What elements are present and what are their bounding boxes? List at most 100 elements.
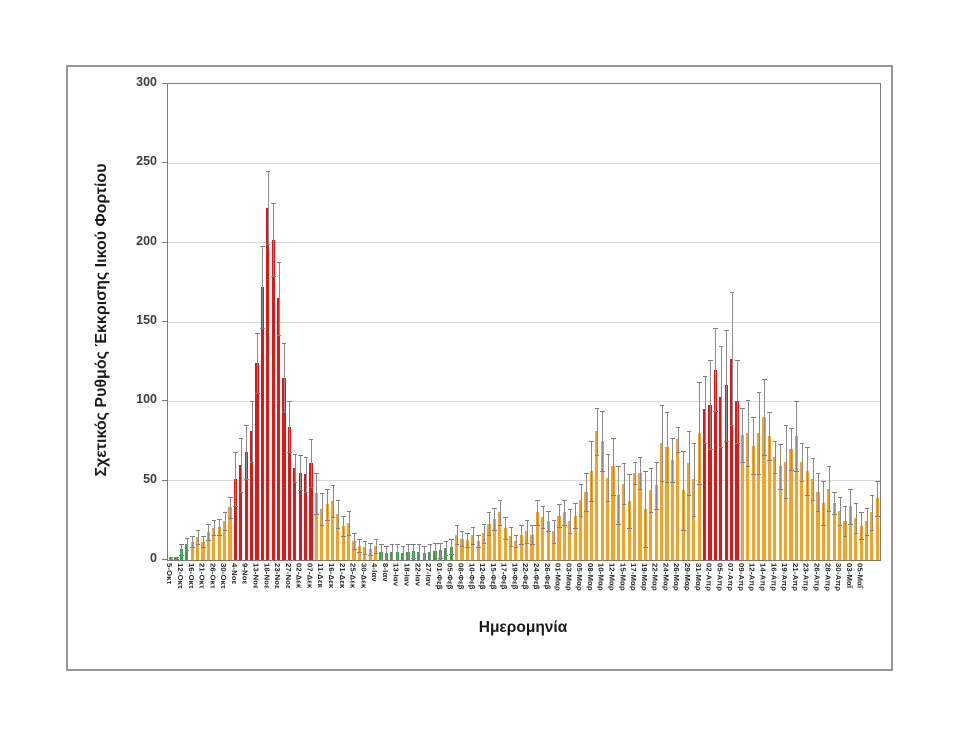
error-bar-cap <box>238 437 244 439</box>
bar <box>514 540 518 560</box>
error-bar-cap <box>470 526 476 528</box>
bar <box>562 512 567 560</box>
bar <box>579 499 583 560</box>
error-bar-cap <box>341 515 346 517</box>
error-bar-cap <box>303 456 309 458</box>
error-bar-cap <box>729 425 735 427</box>
y-tick-mark <box>162 241 167 243</box>
error-bar-cap <box>821 525 826 527</box>
bar <box>519 534 523 560</box>
error-bar-cap <box>530 525 535 527</box>
bar <box>589 471 593 560</box>
bar <box>789 448 793 560</box>
error-bar-cap <box>810 499 816 501</box>
error-bar-cap <box>848 488 853 490</box>
error-bar-cap <box>233 506 238 508</box>
error-bar <box>267 171 269 245</box>
bar <box>185 543 189 560</box>
error-bar-cap <box>190 547 195 549</box>
bar <box>773 456 777 560</box>
error-bar-cap <box>389 544 395 546</box>
bar <box>201 541 205 560</box>
error-bar-cap <box>373 539 379 541</box>
error-bar-cap <box>794 471 799 473</box>
error-bar <box>720 345 722 448</box>
error-bar-cap <box>292 453 298 455</box>
error-bar-cap <box>519 525 524 527</box>
y-tick-label: 50 <box>143 471 157 486</box>
error-bar-cap <box>427 560 433 561</box>
error-bar-cap <box>869 529 875 531</box>
error-bar-cap <box>319 493 325 495</box>
bar <box>460 538 464 560</box>
error-bar-cap <box>815 510 821 512</box>
bar <box>557 515 561 560</box>
x-tick-label: 01-Φεβ <box>434 563 444 590</box>
bar <box>223 521 227 560</box>
error-bar <box>548 510 550 532</box>
error-bar <box>467 533 469 548</box>
bar <box>190 541 194 560</box>
error-bar-cap <box>222 529 228 531</box>
error-bar-cap <box>740 407 745 409</box>
error-bar-cap <box>519 544 524 546</box>
error-bar <box>418 544 420 560</box>
error-bar-cap <box>686 431 691 433</box>
error-bar-cap <box>675 452 681 454</box>
error-bar <box>844 506 846 537</box>
error-bar-cap <box>600 410 605 412</box>
gridline <box>168 321 880 323</box>
bar <box>298 472 302 560</box>
error-bar <box>828 466 830 511</box>
error-bar-cap <box>659 404 665 406</box>
x-tick-label: 12-Μαρ <box>607 563 617 591</box>
bar <box>384 552 389 560</box>
error-bar-cap <box>551 542 557 544</box>
error-bar-cap <box>346 534 352 536</box>
bar <box>255 363 259 560</box>
error-bar-cap <box>330 517 335 519</box>
bar <box>757 433 761 560</box>
error-bar <box>726 329 728 441</box>
x-tick-label: 08-Φεβ <box>456 563 466 590</box>
error-bar-cap <box>379 544 384 546</box>
y-tick-label: 100 <box>136 392 157 407</box>
error-bar <box>650 467 652 513</box>
x-tick-label: 16-Δεκ <box>327 563 336 589</box>
bar <box>611 466 615 560</box>
error-bar <box>235 452 237 507</box>
error-bar-cap <box>637 456 643 458</box>
bar <box>584 491 588 560</box>
gridline <box>168 400 880 402</box>
error-bar <box>580 483 582 516</box>
error-bar-cap <box>735 442 740 444</box>
error-bar <box>472 526 474 545</box>
error-bar-cap <box>767 460 772 462</box>
bar <box>325 504 329 560</box>
error-bar-cap <box>670 482 675 484</box>
x-tick-label: 01-Μαρ <box>553 563 563 591</box>
error-bar-cap <box>443 540 449 542</box>
error-bar-cap <box>357 539 362 541</box>
bar <box>476 540 480 560</box>
error-bar <box>559 504 561 527</box>
x-tick-label: 27-Ιαν <box>424 563 434 587</box>
error-bar <box>332 485 334 518</box>
error-bar-cap <box>648 467 654 469</box>
x-tick-label: 07-Απρ <box>726 563 736 592</box>
error-bar <box>693 442 695 516</box>
error-bar-cap <box>783 425 789 427</box>
error-bar-cap <box>783 498 789 500</box>
x-tick-label: 05-Μαΐ <box>855 563 865 589</box>
error-bar-cap <box>578 483 584 485</box>
bar <box>654 485 658 560</box>
bar <box>498 512 502 560</box>
error-bar-cap <box>395 560 400 561</box>
error-bar-cap <box>373 552 379 554</box>
error-bar-cap <box>708 448 713 450</box>
error-bar-cap <box>643 547 648 549</box>
error-bar-cap <box>611 437 616 439</box>
error-bar-cap <box>287 401 292 403</box>
error-bar <box>451 539 453 554</box>
bar <box>843 521 847 560</box>
